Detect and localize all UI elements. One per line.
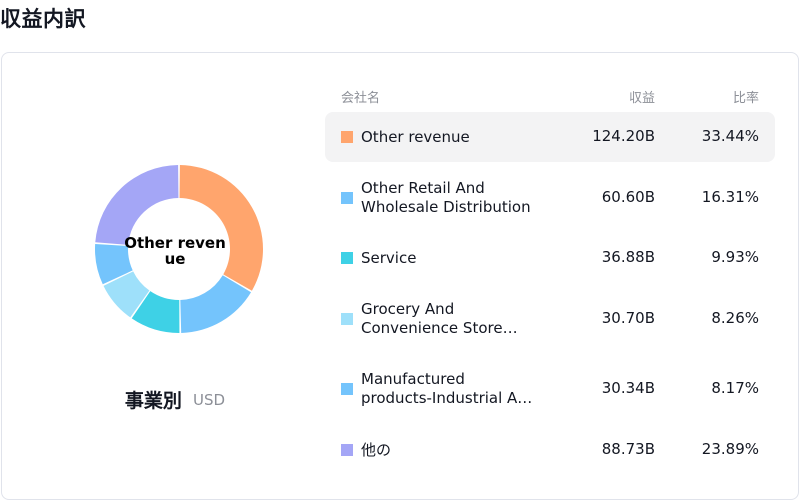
company-name-line: Grocery And bbox=[361, 300, 455, 318]
company-name-line: Wholesale Distribution bbox=[361, 198, 531, 216]
company-name-line: Manufactured bbox=[361, 370, 465, 388]
chart-caption: 事業別 USD bbox=[0, 386, 350, 413]
legend-swatch bbox=[341, 252, 353, 264]
company-name-line: Other revenue bbox=[361, 127, 470, 146]
company-name: Manufactured products-Industrial A… bbox=[361, 370, 561, 408]
table-row[interactable]: Grocery And Convenience Store… 30.70B 8.26% bbox=[325, 282, 775, 356]
header-company: 会社名 bbox=[341, 91, 381, 106]
legend-swatch bbox=[341, 383, 353, 395]
company-name: Other Retail And Wholesale Distribution bbox=[361, 179, 561, 217]
legend-swatch bbox=[341, 444, 353, 456]
table-body: Other revenue 124.20B 33.44% Other Retail A… bbox=[325, 112, 775, 478]
header-ratio: 比率 bbox=[732, 91, 759, 106]
ratio-value: 33.44% bbox=[701, 127, 759, 145]
table-row[interactable]: 他の 88.73B 23.89% bbox=[325, 422, 775, 478]
table-row[interactable]: Other revenue 124.20B 33.44% bbox=[325, 112, 775, 162]
donut-chart-svg bbox=[95, 165, 263, 333]
legend-swatch bbox=[341, 131, 353, 143]
legend-swatch bbox=[341, 192, 353, 204]
table-row[interactable]: Manufactured products-Industrial A… 30.34B… bbox=[325, 356, 775, 422]
revenue-table: 会社名 収益 比率 Other revenue 124.20B 33.44% Othe… bbox=[325, 80, 775, 478]
revenue-value: 30.70B bbox=[601, 309, 655, 327]
ratio-value: 8.26% bbox=[711, 309, 759, 327]
table-row[interactable]: Service 36.88B 9.93% bbox=[325, 234, 775, 282]
donut-slice-2[interactable] bbox=[131, 291, 180, 333]
company-name-line: Other Retail And bbox=[361, 179, 485, 197]
donut-slice-0[interactable] bbox=[179, 165, 263, 291]
company-name-line: Service bbox=[361, 248, 417, 267]
company-name: 他の bbox=[361, 441, 561, 460]
donut-slice-5[interactable] bbox=[95, 165, 179, 245]
revenue-value: 30.34B bbox=[601, 379, 655, 397]
company-name-line: Convenience Store… bbox=[361, 319, 518, 337]
ratio-value: 16.31% bbox=[701, 188, 759, 206]
company-name: Other revenue bbox=[361, 128, 561, 147]
chart-caption-title: 事業別 bbox=[124, 390, 182, 412]
company-name-line: products-Industrial A… bbox=[361, 389, 533, 407]
page-title: 収益内訳 bbox=[0, 7, 86, 31]
chart-caption-currency: USD bbox=[193, 390, 226, 409]
donut-slice-3[interactable] bbox=[103, 271, 150, 318]
table-row[interactable]: Other Retail And Wholesale Distribution 60… bbox=[325, 162, 775, 234]
revenue-value: 124.20B bbox=[592, 127, 655, 145]
legend-swatch bbox=[341, 313, 353, 325]
revenue-value: 88.73B bbox=[601, 440, 655, 458]
header-revenue: 収益 bbox=[628, 91, 655, 106]
revenue-value: 60.60B bbox=[601, 188, 655, 206]
company-name: Grocery And Convenience Store… bbox=[361, 300, 561, 338]
revenue-value: 36.88B bbox=[601, 248, 655, 266]
ratio-value: 23.89% bbox=[701, 440, 759, 458]
company-name: Service bbox=[361, 249, 561, 268]
donut-chart bbox=[93, 163, 265, 335]
company-name-line: 他の bbox=[361, 440, 392, 459]
table-header: 会社名 収益 比率 bbox=[325, 80, 775, 112]
ratio-value: 9.93% bbox=[711, 248, 759, 266]
donut-slice-1[interactable] bbox=[180, 275, 252, 333]
ratio-value: 8.17% bbox=[711, 379, 759, 397]
donut-slice-4[interactable] bbox=[95, 244, 133, 285]
donut-center-label: Other revenue bbox=[124, 234, 226, 268]
